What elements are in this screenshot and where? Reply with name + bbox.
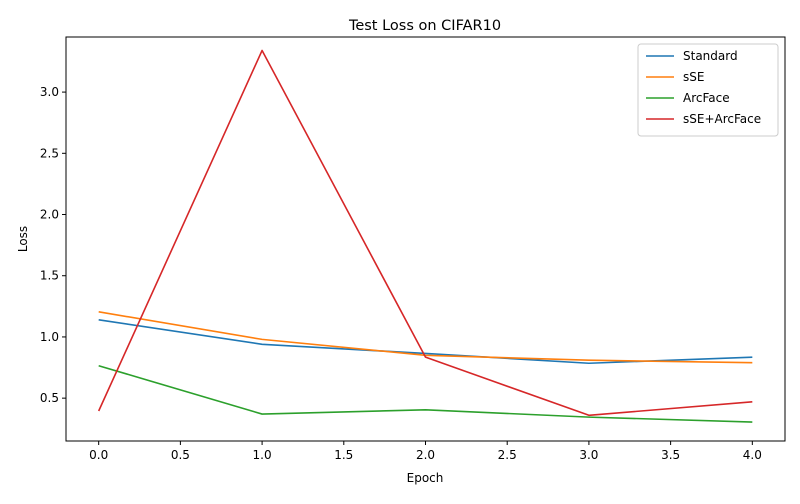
x-tick-label: 1.5: [334, 448, 353, 462]
y-tick-label: 2.0: [40, 208, 59, 222]
y-tick-label: 3.0: [40, 85, 59, 99]
legend-label: sSE: [683, 70, 704, 84]
y-tick-label: 1.0: [40, 330, 59, 344]
x-tick-label: 0.0: [89, 448, 108, 462]
series-lines: [97, 49, 753, 423]
x-tick-label: 0.5: [171, 448, 190, 462]
y-axis-ticks: 0.5 1.0 1.5 2.0 2.5 3.0: [40, 85, 66, 405]
y-axis-label: Loss: [16, 226, 30, 252]
x-tick-label: 4.0: [743, 448, 762, 462]
legend-label: sSE+ArcFace: [683, 112, 761, 126]
legend-label: Standard: [683, 49, 738, 63]
series-line-2: [98, 364, 753, 423]
x-tick-label: 2.0: [416, 448, 435, 462]
legend-label: ArcFace: [683, 91, 730, 105]
y-tick-label: 2.5: [40, 146, 59, 160]
series-line-3: [97, 49, 753, 417]
chart-title: Test Loss on CIFAR10: [348, 18, 501, 34]
x-axis-label: Epoch: [407, 471, 444, 485]
x-axis-ticks: 0.0 0.5 1.0 1.5 2.0 2.5 3.0 3.5 4.0: [89, 441, 762, 462]
x-tick-label: 2.5: [498, 448, 517, 462]
y-tick-label: 0.5: [40, 391, 59, 405]
legend: Standard sSE ArcFace sSE+ArcFace: [637, 43, 779, 137]
x-tick-label: 3.5: [661, 448, 680, 462]
series-line-1: [98, 311, 753, 364]
x-tick-label: 1.0: [253, 448, 272, 462]
x-tick-label: 3.0: [579, 448, 598, 462]
legend-box: [637, 43, 779, 137]
y-tick-label: 1.5: [40, 269, 59, 283]
